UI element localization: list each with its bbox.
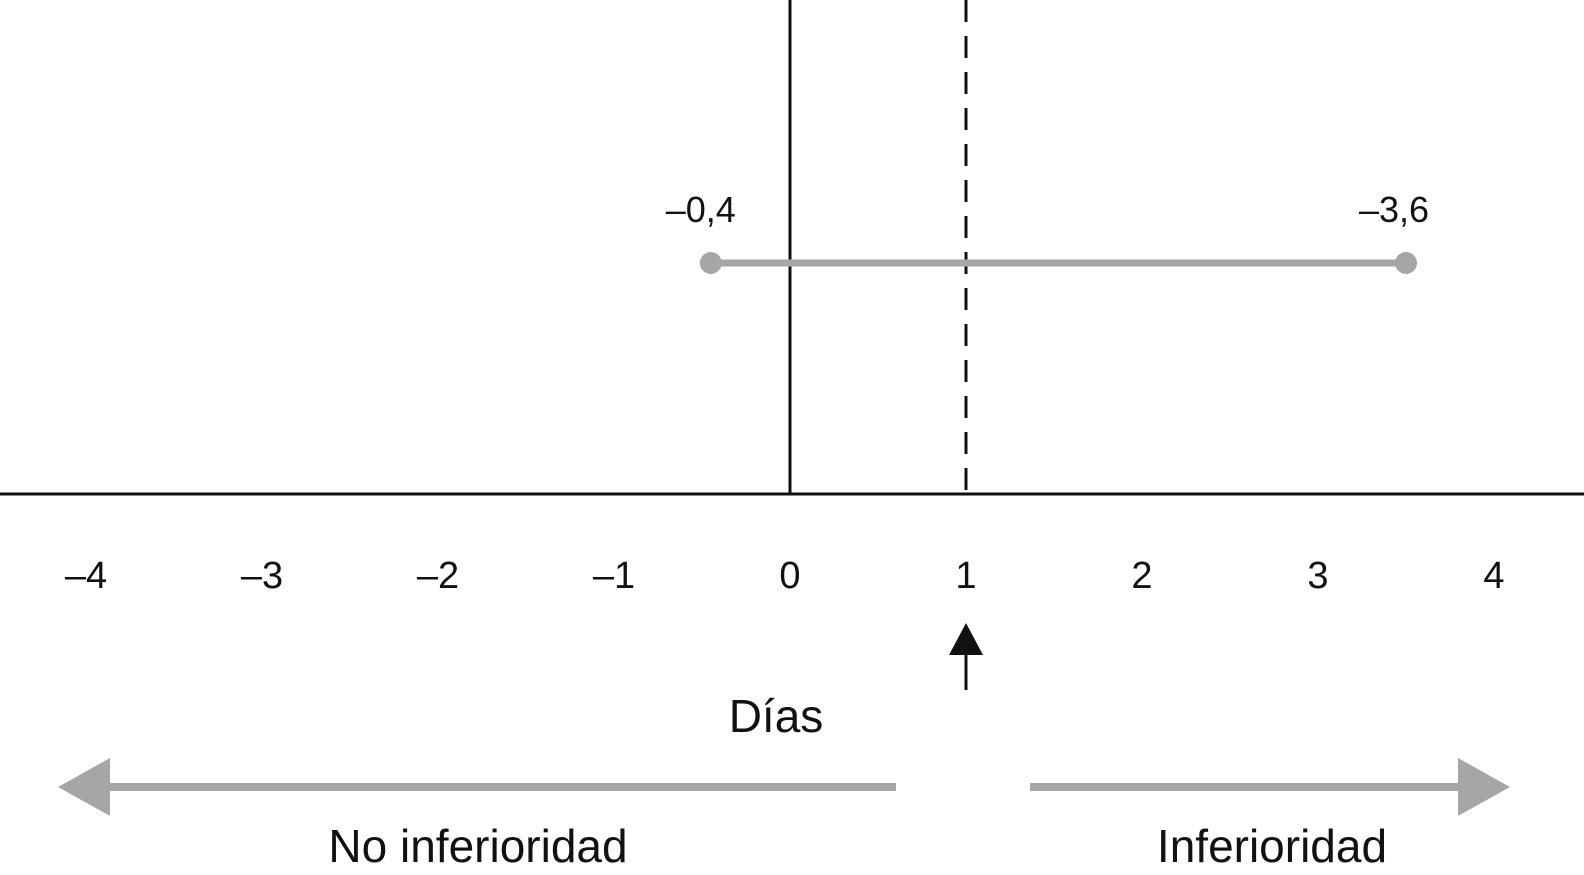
zone-label-inferioridad: Inferioridad [1157, 820, 1387, 872]
left-zone-arrow-icon [58, 758, 896, 816]
x-axis-tick-label: –4 [65, 555, 107, 597]
interval-upper-label: –3,6 [1359, 189, 1429, 230]
x-axis-tick-label: –2 [417, 555, 459, 597]
x-axis-tick-label: 4 [1483, 555, 1504, 597]
x-axis-tick-label: 1 [955, 555, 976, 597]
zone-label-no-inferioridad: No inferioridad [328, 820, 627, 872]
margin-pointer-arrow-icon [949, 623, 983, 690]
x-axis-tick-label: –3 [241, 555, 283, 597]
x-axis-tick-label: 0 [779, 555, 800, 597]
interval-lower-label: –0,4 [666, 189, 736, 230]
x-axis-tick-label: –1 [593, 555, 635, 597]
axis-unit-label: Días [729, 690, 824, 742]
x-axis-tick-label: 2 [1131, 555, 1152, 597]
interval-upper-endpoint [1395, 252, 1417, 274]
right-zone-arrow-icon [1030, 758, 1510, 816]
interval-lower-endpoint [699, 252, 722, 274]
x-axis-tick-labels: –4 –3 –2 –1 0 1 2 3 4 [65, 555, 1505, 597]
x-axis-tick-label: 3 [1307, 555, 1328, 597]
